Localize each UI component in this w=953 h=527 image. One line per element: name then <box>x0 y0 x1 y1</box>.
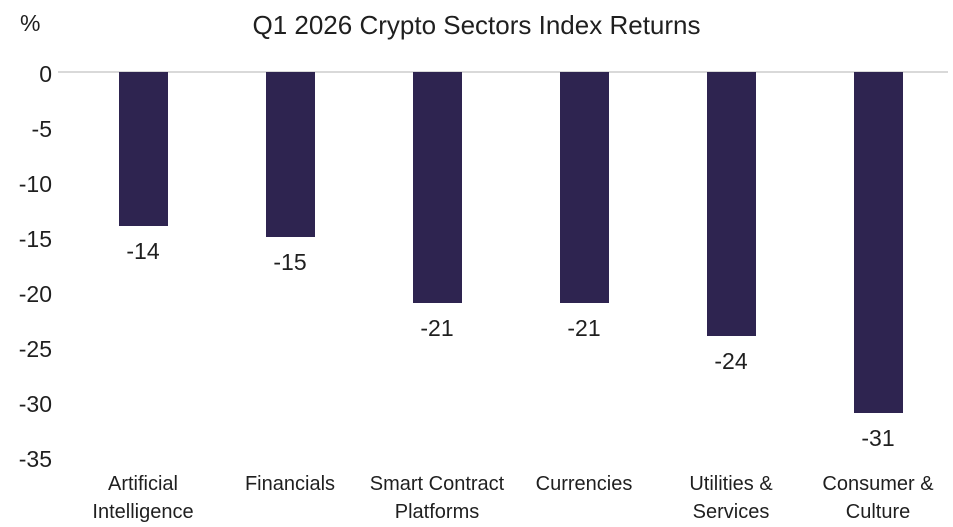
y-axis-tick-label: -35 <box>18 446 52 472</box>
bar-value-label: -24 <box>714 348 748 374</box>
bar-value-label: -15 <box>273 249 307 275</box>
y-axis-tick-label: -5 <box>31 116 52 142</box>
zero-baseline <box>58 71 948 73</box>
y-axis-tick-label: 0 <box>39 61 52 87</box>
bar-value-label: -14 <box>126 238 160 264</box>
category-label: Utilities & Services <box>689 473 773 523</box>
bar-value-label: -31 <box>861 425 895 451</box>
y-axis-tick-label: -25 <box>18 336 52 362</box>
category-label: Smart Contract Platforms <box>369 473 505 523</box>
bar <box>559 72 609 303</box>
y-axis-tick-label: -20 <box>18 281 52 307</box>
bar <box>706 72 756 336</box>
y-axis-tick-label: -15 <box>18 226 52 252</box>
bar <box>265 72 315 237</box>
y-axis-tick-label: -10 <box>18 171 52 197</box>
bar <box>853 72 903 413</box>
bar-value-label: -21 <box>420 315 454 341</box>
category-label: Currencies <box>535 473 633 495</box>
category-label: Financials <box>244 473 336 495</box>
bar-value-label: -21 <box>567 315 601 341</box>
chart-title: Q1 2026 Crypto Sectors Index Returns <box>252 10 701 40</box>
bar <box>118 72 168 226</box>
y-axis-tick-label: -30 <box>18 391 52 417</box>
y-axis-unit-label: % <box>20 10 41 36</box>
category-label: Artificial Intelligence <box>92 473 194 523</box>
bar <box>412 72 462 303</box>
category-label: Consumer & Culture <box>822 473 934 523</box>
